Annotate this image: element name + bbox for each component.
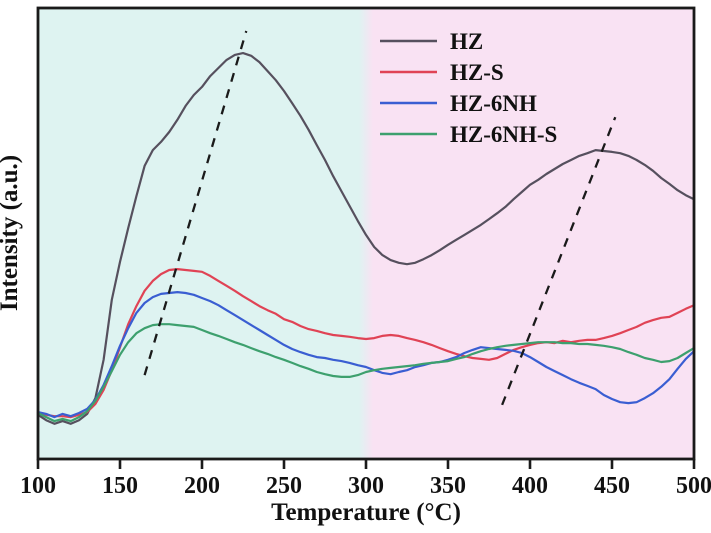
x-axis-tick-labels: 100 150 200 250 300 350 400 450 500 xyxy=(20,473,711,499)
curve-hz-6nh-s xyxy=(36,323,696,423)
x-tick-label-100: 100 xyxy=(20,473,56,499)
legend-item-hz: HZ xyxy=(380,29,483,54)
x-axis-ticks xyxy=(36,459,696,469)
curve-hz xyxy=(36,51,696,425)
legend-label-hz-6nh: HZ-6NH xyxy=(450,91,537,116)
x-tick-label-450: 450 xyxy=(594,473,630,499)
x-tick-label-300: 300 xyxy=(348,473,384,499)
curve-hz-s xyxy=(36,268,696,419)
legend-item-hz-6nh: HZ-6NH xyxy=(380,91,537,116)
region-300-500 xyxy=(373,8,694,459)
dashed-trend-lines xyxy=(143,30,617,406)
x-tick-label-250: 250 xyxy=(266,473,302,499)
x-tick-label-200: 200 xyxy=(184,473,220,499)
legend-label-hz: HZ xyxy=(450,29,483,54)
curve-hz-6nh xyxy=(36,291,696,419)
x-tick-label-350: 350 xyxy=(430,473,466,499)
legend-item-hz-6nh-s: HZ-6NH-S xyxy=(380,122,557,147)
x-tick-label-400: 400 xyxy=(512,473,548,499)
region-100-300 xyxy=(38,8,359,459)
data-curves xyxy=(36,51,696,425)
legend-item-hz-s: HZ-S xyxy=(380,60,504,85)
legend-label-hz-6nh-s: HZ-6NH-S xyxy=(450,122,557,147)
dashed-trend-line-2 xyxy=(501,116,617,406)
dashed-trend-line-1 xyxy=(143,30,248,376)
y-axis-title: Intensity (a.u.) xyxy=(0,155,23,311)
x-tick-label-150: 150 xyxy=(102,473,138,499)
x-axis-title: Temperature (°C) xyxy=(271,499,461,526)
legend: HZ HZ-S HZ-6NH HZ-6NH-S xyxy=(380,29,557,147)
background-regions xyxy=(38,8,694,459)
x-tick-label-500: 500 xyxy=(676,473,711,499)
legend-label-hz-s: HZ-S xyxy=(450,60,504,85)
